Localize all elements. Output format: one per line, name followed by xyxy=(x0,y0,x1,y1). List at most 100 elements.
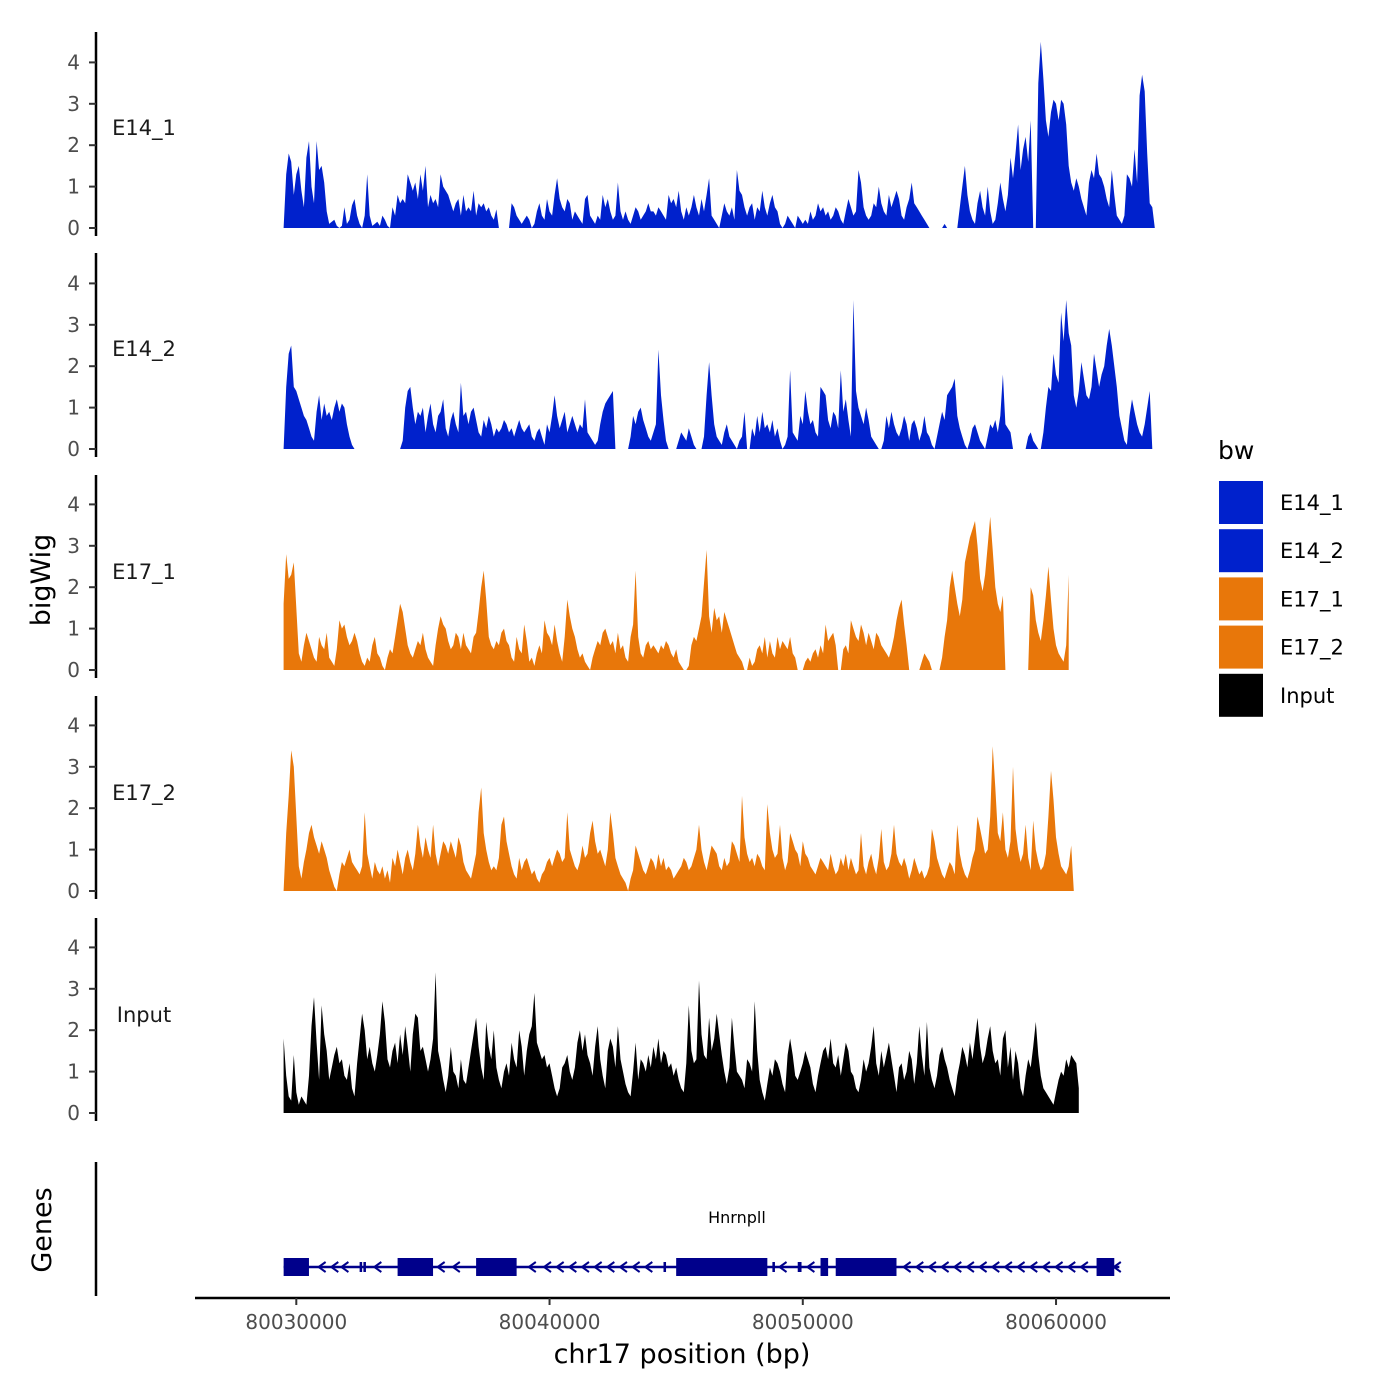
exon xyxy=(397,1258,434,1276)
strand-arrow xyxy=(567,1261,577,1273)
strand-arrow xyxy=(1041,1261,1051,1273)
exon xyxy=(359,1262,363,1272)
strand-arrow xyxy=(451,1261,461,1273)
exon xyxy=(820,1258,829,1276)
bigwig-tracks: 0 1 2 3 4 E14_1 0 1 2 3 4 E14_2 0 1 2 3 4 E17_1 0 1 2 3 4 E17_2… xyxy=(67,32,1155,1125)
legend-entries: E14_1 E14_2 E17_1 E17_2 Input xyxy=(1219,481,1344,717)
strand-arrow xyxy=(580,1261,590,1273)
strand-arrow xyxy=(316,1261,327,1273)
y-tick-label: 3 xyxy=(67,755,80,779)
strand-arrow xyxy=(618,1261,628,1273)
gene-name-label: Hnrnpll xyxy=(708,1208,766,1227)
y-tick-label: 1 xyxy=(67,617,80,641)
y-tick-label: 0 xyxy=(67,658,80,682)
exon xyxy=(1096,1258,1115,1276)
signal-area-E14_2 xyxy=(283,300,1153,449)
y-tick-label: 3 xyxy=(67,534,80,558)
legend-title: bw xyxy=(1218,436,1254,465)
track-E17_2: 0 1 2 3 4 E17_2 xyxy=(67,696,1074,903)
x-tick-label: 80030000 xyxy=(245,1310,347,1334)
track-label-E14_2: E14_2 xyxy=(112,337,176,362)
exon xyxy=(663,1262,667,1272)
strand-arrow xyxy=(435,1261,446,1273)
strand-arrow xyxy=(542,1261,552,1273)
strand-arrow xyxy=(901,1261,912,1273)
y-tick-label: 0 xyxy=(67,437,80,461)
y-tick-label: 4 xyxy=(67,271,80,295)
legend-swatch-E14_2 xyxy=(1219,529,1263,573)
track-E17_1: 0 1 2 3 4 E17_1 xyxy=(67,475,1069,682)
signal-area-E14_1 xyxy=(283,41,1155,229)
strand-arrow xyxy=(977,1261,988,1273)
strand-arrow xyxy=(605,1261,615,1273)
y-tick-label: 3 xyxy=(67,977,80,1001)
exon xyxy=(363,1262,366,1272)
legend-swatch-E17_1 xyxy=(1219,577,1263,621)
y-tick-label: 4 xyxy=(67,713,80,737)
signal-area-E17_2 xyxy=(283,746,1074,891)
y-tick-label: 1 xyxy=(67,396,80,420)
track-label-E17_1: E17_1 xyxy=(112,560,176,585)
strand-arrow xyxy=(939,1261,950,1273)
strand-arrow xyxy=(914,1261,924,1273)
y-tick-label: 2 xyxy=(67,796,80,820)
y-tick-label: 4 xyxy=(67,492,80,516)
legend-label-E17_2: E17_2 xyxy=(1280,636,1344,661)
y-tick-label: 1 xyxy=(67,1060,80,1084)
exon xyxy=(772,1262,775,1272)
strand-arrow xyxy=(643,1261,653,1273)
strand-arrow xyxy=(554,1261,565,1273)
x-axis-title: chr17 position (bp) xyxy=(554,1339,811,1370)
exon xyxy=(283,1258,309,1276)
track-E14_1: 0 1 2 3 4 E14_1 xyxy=(67,32,1155,240)
strand-arrow xyxy=(1015,1261,1026,1273)
y-tick-label: 2 xyxy=(67,133,80,157)
strand-arrow xyxy=(1066,1261,1076,1273)
exon xyxy=(797,1262,802,1272)
x-ticks: 80030000 80040000 80050000 80060000 xyxy=(245,1298,1107,1334)
legend-swatch-Input xyxy=(1219,673,1263,717)
strand-arrow xyxy=(777,1261,788,1273)
strand-arrow xyxy=(592,1261,603,1273)
x-tick-label: 80050000 xyxy=(752,1310,854,1334)
strand-arrow xyxy=(372,1261,382,1273)
exon xyxy=(676,1258,768,1276)
exon xyxy=(476,1258,517,1276)
y-tick-label: 3 xyxy=(67,92,80,116)
legend-swatch-E14_1 xyxy=(1219,481,1263,524)
y-tick-label: 2 xyxy=(67,575,80,599)
track-label-E17_2: E17_2 xyxy=(112,781,176,806)
strand-arrow xyxy=(1079,1261,1089,1273)
y-tick-label: 4 xyxy=(67,935,80,959)
strand-arrow xyxy=(339,1261,349,1273)
strand-arrow xyxy=(990,1261,1000,1273)
y-tick-label: 1 xyxy=(67,838,80,862)
legend-label-Input: Input xyxy=(1280,684,1334,708)
gene-track-label: Genes xyxy=(27,1187,58,1272)
legend-label-E14_2: E14_2 xyxy=(1280,539,1344,564)
gene-models: Hnrnpll xyxy=(283,1208,1122,1276)
strand-arrow xyxy=(329,1261,339,1273)
gene-Hnrnpll: Hnrnpll xyxy=(283,1208,1122,1276)
legend-label-E17_1: E17_1 xyxy=(1280,587,1344,612)
y-tick-label: 1 xyxy=(67,175,80,199)
strand-arrow xyxy=(1003,1261,1013,1273)
x-axis: 80030000 80040000 80050000 80060000 chr17 p… xyxy=(195,1296,1170,1370)
y-tick-label: 0 xyxy=(67,216,80,240)
strand-arrow xyxy=(630,1261,641,1273)
y-axis-title: bigWig xyxy=(26,534,57,627)
x-tick-label: 80060000 xyxy=(1005,1310,1107,1334)
y-tick-label: 0 xyxy=(67,879,80,903)
strand-arrow xyxy=(527,1261,537,1273)
x-tick-label: 80040000 xyxy=(499,1310,601,1334)
y-tick-label: 2 xyxy=(67,1018,80,1042)
track-E14_2: 0 1 2 3 4 E14_2 xyxy=(67,253,1153,461)
strand-arrow xyxy=(1028,1261,1038,1273)
gene-panel: Genes Hnrnpll xyxy=(27,1162,1122,1296)
strand-arrow xyxy=(1053,1261,1064,1273)
signal-area-E17_1 xyxy=(283,516,1069,670)
signal-area-Input xyxy=(283,972,1079,1113)
legend-label-E14_1: E14_1 xyxy=(1280,491,1344,516)
y-tick-label: 4 xyxy=(67,50,80,74)
